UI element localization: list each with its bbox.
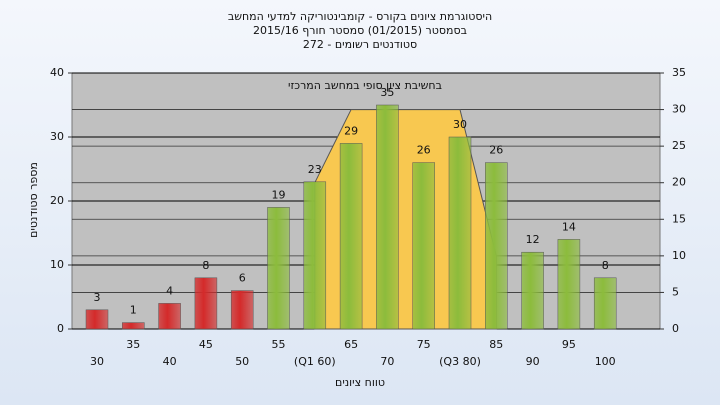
bar bbox=[194, 277, 218, 330]
data-label: 14 bbox=[562, 220, 576, 233]
bar bbox=[230, 290, 254, 330]
annotation: בחשיבת ציון סופי במחשב המרכזי bbox=[288, 79, 442, 92]
data-label: 1 bbox=[130, 304, 137, 317]
bar bbox=[521, 251, 544, 330]
x-tick-label: 70 bbox=[380, 355, 394, 368]
x-tick-label: 55 bbox=[272, 338, 286, 351]
y2-tick-label: 15 bbox=[672, 212, 686, 225]
bar bbox=[485, 162, 508, 330]
y2-tick-label: 20 bbox=[672, 176, 686, 189]
data-label: 12 bbox=[526, 233, 540, 246]
x-tick-label: 85 bbox=[489, 338, 503, 351]
x-tick-label: 40 bbox=[163, 355, 177, 368]
bar bbox=[303, 181, 327, 330]
x-tick-label: 95 bbox=[562, 338, 576, 351]
y-tick-label: 30 bbox=[50, 130, 64, 143]
bar bbox=[267, 207, 290, 330]
data-label: 6 bbox=[239, 272, 246, 285]
data-label: 19 bbox=[272, 188, 286, 201]
x-tick-label: 65 bbox=[344, 338, 358, 351]
x-tick-label: 90 bbox=[526, 355, 540, 368]
y-axis-label: מספר סטודנטים bbox=[27, 162, 40, 238]
data-label: 3 bbox=[94, 291, 101, 304]
x-tick-label: 30 bbox=[90, 355, 104, 368]
x-tick-label: (Q1 60) bbox=[294, 355, 336, 368]
y-tick-label: 0 bbox=[57, 322, 64, 335]
bar bbox=[122, 322, 145, 330]
data-label: 29 bbox=[344, 124, 358, 137]
y2-tick-label: 0 bbox=[672, 322, 679, 335]
chart-subtitle: סטודנטים רשומים - 272 bbox=[303, 38, 417, 51]
x-axis-label: טווח ציונים bbox=[335, 376, 385, 389]
chart-subtitle: בסמסטר (01/2015) סמסטר חורף 2015/16 bbox=[253, 24, 467, 37]
x-tick-label: 35 bbox=[126, 338, 140, 351]
x-tick-label: (Q3 80) bbox=[439, 355, 481, 368]
bar bbox=[448, 136, 472, 330]
y2-tick-label: 25 bbox=[672, 139, 686, 152]
bar bbox=[593, 277, 617, 330]
data-label: 26 bbox=[417, 144, 431, 157]
y-tick-label: 40 bbox=[50, 66, 64, 79]
bar bbox=[412, 162, 435, 330]
data-label: 26 bbox=[489, 144, 503, 157]
y2-tick-label: 35 bbox=[672, 66, 686, 79]
x-tick-label: 50 bbox=[235, 355, 249, 368]
y-tick-label: 10 bbox=[50, 258, 64, 271]
chart-title: היסטוגרמת ציונים בקורס - קומבינטוריקה למ… bbox=[228, 10, 492, 23]
data-label: 4 bbox=[166, 284, 173, 297]
x-tick-label: 100 bbox=[595, 355, 616, 368]
y-tick-label: 20 bbox=[50, 194, 64, 207]
bar bbox=[339, 143, 363, 330]
data-label: 30 bbox=[453, 118, 467, 131]
bar bbox=[557, 239, 581, 330]
data-label: 23 bbox=[308, 163, 322, 176]
data-label: 8 bbox=[602, 259, 609, 272]
y2-tick-label: 10 bbox=[672, 249, 686, 262]
data-label: 35 bbox=[380, 86, 394, 99]
y2-tick-label: 30 bbox=[672, 103, 686, 116]
bar bbox=[85, 309, 109, 330]
y2-tick-label: 5 bbox=[672, 285, 679, 298]
x-tick-label: 45 bbox=[199, 338, 213, 351]
x-tick-label: 75 bbox=[417, 338, 431, 351]
bar bbox=[158, 303, 181, 330]
data-label: 8 bbox=[202, 259, 209, 272]
bar bbox=[376, 104, 399, 330]
